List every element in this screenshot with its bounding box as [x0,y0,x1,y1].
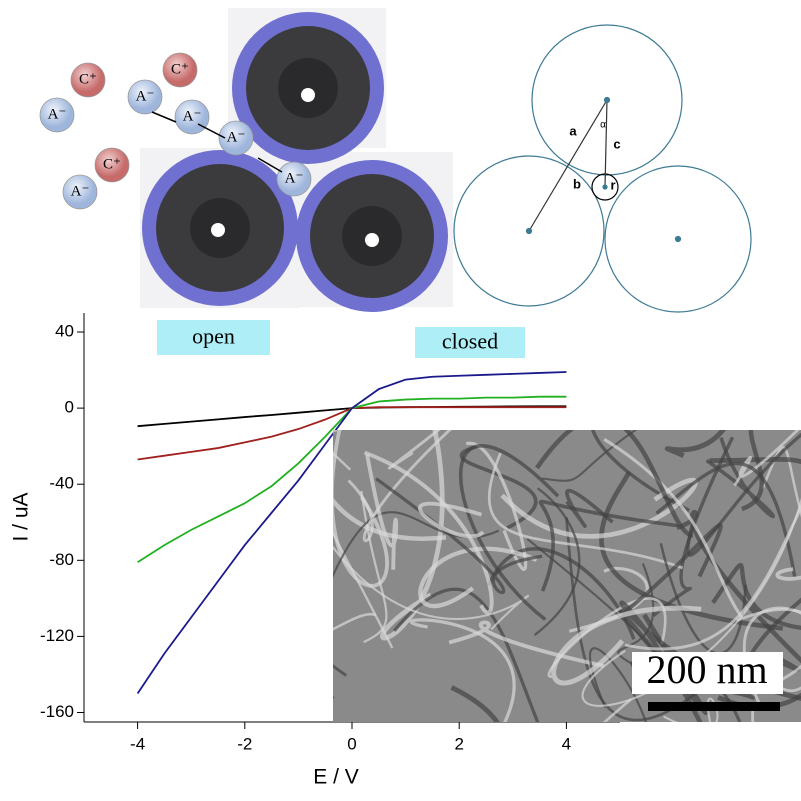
y-tick-label: -120 [40,626,74,645]
x-tick-label: -2 [237,734,252,753]
scale-bar [648,702,780,711]
ion-label: A⁻ [136,88,155,104]
annotation: closed [442,329,498,354]
geometry-label: c [613,136,620,151]
y-axis-title: I / uA [10,492,33,541]
ion-label: A⁻ [227,129,246,145]
figure: C⁺ C⁺ C⁺ A⁻ A⁻ A⁻ A⁻ A⁻ A⁻ a b c r α open closed -4 -2 0… [0,0,801,796]
y-tick-label: 40 [55,322,74,341]
ion-label: C⁺ [103,156,121,172]
x-tick-label: 4 [562,734,571,753]
fiber [255,532,346,676]
geometry-diagram: a b c r α [454,25,751,312]
chart: open closed -4 -2 0 2 4 40 0 -40 -80 -120 -160 E / V I… [10,283,801,796]
ion-label: C⁺ [171,61,189,77]
x-tick-label: 0 [347,734,356,753]
geometry-label: b [573,176,581,191]
arrow [152,112,176,122]
x-tick-label: -4 [130,734,145,753]
nanotube-rosettes [140,8,453,312]
geometry-label: α [600,120,606,131]
ion-label: A⁻ [71,183,90,199]
annotation: open [192,324,235,349]
y-tick-label: -80 [49,550,74,569]
y-tick-label: 0 [65,398,74,417]
x-tick-label: 2 [454,734,463,753]
geometry-label: r [610,177,615,192]
micrograph [255,283,801,796]
ion-label: A⁻ [285,170,304,186]
ion-label: C⁺ [79,71,97,87]
y-tick-label: -160 [40,702,74,721]
y-tick-label: -40 [49,474,74,493]
ion-label: A⁻ [48,106,67,122]
scale-label: 200 nm [646,647,767,692]
ion-label: A⁻ [183,108,202,124]
x-axis-title: E / V [313,766,359,789]
geometry-label: a [569,123,577,138]
